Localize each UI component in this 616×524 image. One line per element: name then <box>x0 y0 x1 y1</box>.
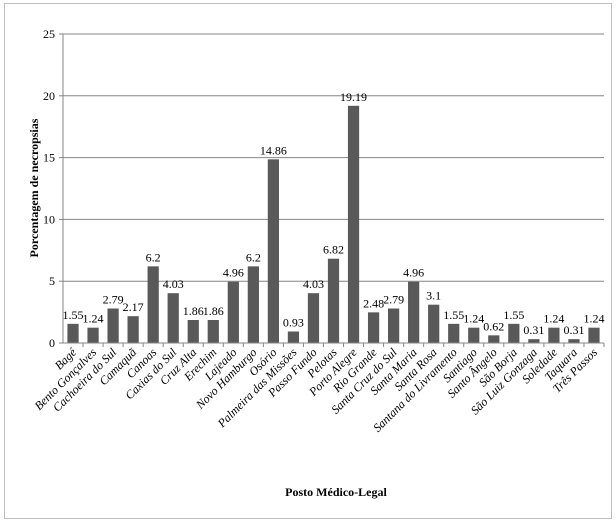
data-label: 2.48 <box>363 296 384 310</box>
bar <box>388 308 400 343</box>
bar <box>287 331 300 343</box>
bar <box>207 320 219 343</box>
data-label: 0.31 <box>523 323 544 337</box>
data-label: 1.24 <box>583 312 604 326</box>
data-label: 2.79 <box>103 293 124 307</box>
data-label: 4.03 <box>163 277 184 291</box>
y-tick-label: 15 <box>43 151 55 165</box>
bar <box>347 105 360 343</box>
data-label: 1.55 <box>503 308 524 322</box>
data-label: 0.31 <box>563 323 584 337</box>
y-axis-ticks: 0 5 10 15 20 25 <box>43 27 63 350</box>
bar <box>488 335 500 343</box>
bar <box>307 293 320 343</box>
bar <box>147 266 159 343</box>
data-label: 1.86 <box>203 304 224 318</box>
data-label: 14.86 <box>260 143 287 157</box>
bar <box>167 293 179 343</box>
bar <box>327 258 340 343</box>
bar <box>127 316 139 343</box>
data-label: 1.24 <box>543 312 564 326</box>
bar <box>227 281 239 343</box>
y-tick-label: 5 <box>49 274 55 288</box>
bar <box>408 281 420 343</box>
y-tick-label: 10 <box>43 212 55 226</box>
bar <box>588 327 600 343</box>
bar <box>448 323 460 343</box>
bar <box>107 308 119 343</box>
data-label: 6.2 <box>246 250 261 264</box>
bar <box>187 320 199 343</box>
bar <box>367 312 380 343</box>
bar <box>468 327 480 343</box>
bars <box>67 105 600 343</box>
data-label: 1.55 <box>63 308 84 322</box>
data-label: 4.96 <box>223 266 244 280</box>
y-axis-title: Porcentagem de necropsias <box>27 118 41 257</box>
bar <box>87 327 99 343</box>
y-tick-label: 20 <box>43 89 55 103</box>
data-label: 1.24 <box>463 312 484 326</box>
data-label: 1.55 <box>443 308 464 322</box>
bar <box>568 339 580 343</box>
data-label: 6.82 <box>323 243 344 257</box>
data-label: 19.19 <box>340 90 367 104</box>
data-labels: 1.55 1.242.792.176.24.031.86 1.864.966.214… <box>63 90 605 337</box>
data-label: 0.93 <box>283 316 304 330</box>
bar <box>67 323 79 343</box>
data-label: 6.2 <box>146 250 161 264</box>
data-label: 4.96 <box>403 266 424 280</box>
data-label: 4.03 <box>303 277 324 291</box>
bar <box>428 304 440 343</box>
data-label: 2.79 <box>383 293 404 307</box>
data-label: 1.86 <box>183 304 204 318</box>
y-tick-label: 25 <box>43 27 55 41</box>
bar <box>548 327 560 343</box>
data-label: 2.17 <box>123 300 144 314</box>
data-label: 1.24 <box>83 312 104 326</box>
bar <box>247 266 259 343</box>
bar <box>267 159 279 343</box>
data-label: 0.62 <box>483 319 504 333</box>
x-axis-title: Posto Médico-Legal <box>285 485 387 499</box>
bar <box>508 323 520 343</box>
y-tick-label: 0 <box>49 336 55 350</box>
bar <box>528 339 540 343</box>
chart-frame <box>4 3 612 519</box>
data-label: 3.1 <box>426 289 441 303</box>
